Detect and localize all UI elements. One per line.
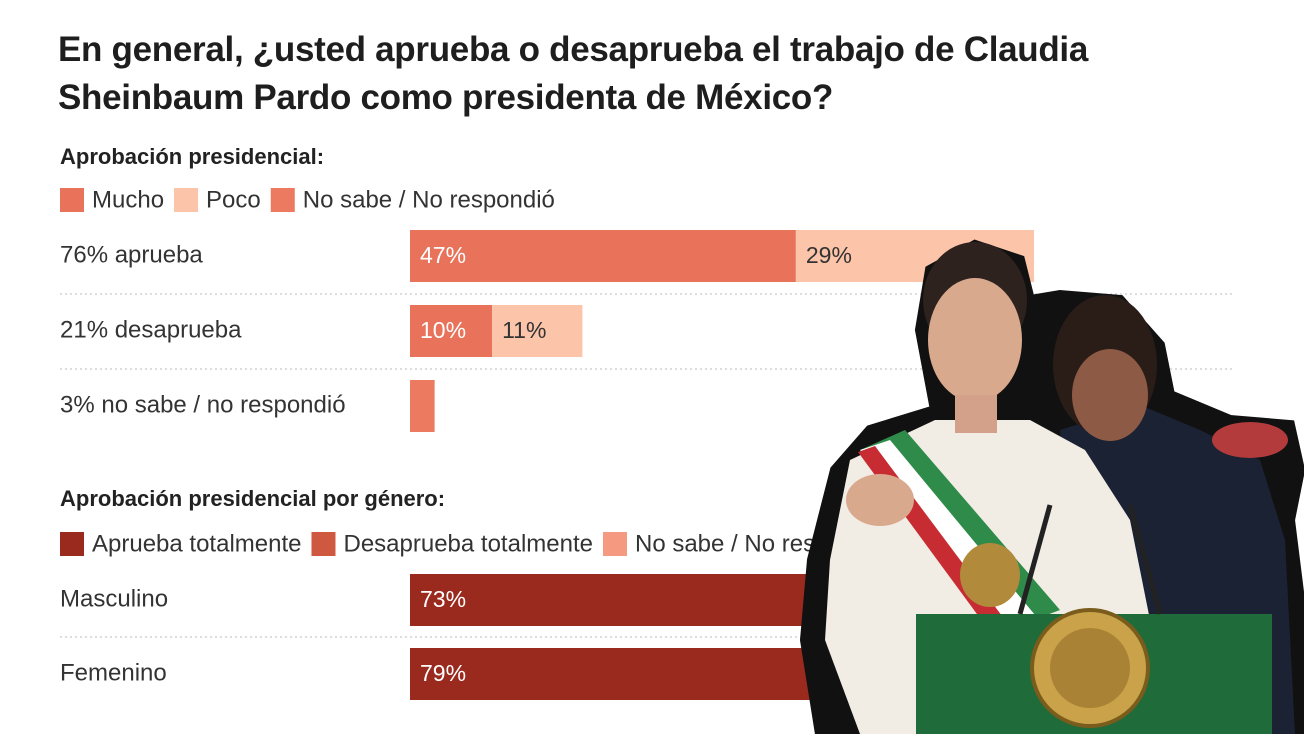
value-label: 29% (806, 242, 852, 268)
legend-label: Desaprueba totalmente (343, 530, 593, 557)
microphone (1127, 504, 1163, 615)
seal-center (1050, 628, 1130, 708)
legend-swatch (60, 532, 84, 556)
sash-emblem (960, 543, 1020, 607)
soldier-face (1072, 349, 1148, 441)
bar-segment (410, 305, 493, 357)
legend-swatch (602, 532, 627, 556)
category-label: 21% desaprueba (60, 316, 242, 343)
value-label: 47% (420, 242, 466, 268)
legend-swatch (60, 188, 84, 212)
category-label: 76% aprueba (60, 241, 203, 268)
bar-segment (492, 305, 583, 357)
legend-label: No sabe / No respondió (303, 186, 555, 213)
chart-subtitle: Aprobación presidencial: (60, 144, 324, 169)
legend-label: Mucho (92, 186, 164, 213)
value-label: 79% (420, 660, 466, 686)
legend-swatch (174, 188, 199, 212)
hand (846, 474, 914, 526)
category-label: 3% no sabe / no respondió (60, 391, 346, 418)
category-label: Masculino (60, 585, 168, 612)
legend-swatch (270, 188, 295, 212)
face (928, 278, 1022, 402)
chart-subtitle: Aprobación presidencial por género: (60, 486, 445, 511)
legend-label: Poco (206, 186, 261, 213)
chart-title: En general, ¿usted aprueba o desaprueba … (58, 30, 1089, 117)
epaulette (1212, 422, 1288, 458)
photo-overlay (799, 239, 1304, 734)
category-label: Femenino (60, 659, 167, 686)
bar-segment (410, 380, 435, 432)
bar-segment (410, 230, 796, 282)
microphone (1017, 504, 1053, 615)
value-label: 10% (420, 317, 466, 343)
value-label: 11% (502, 317, 546, 343)
value-label: 73% (420, 586, 466, 612)
neck (955, 395, 997, 433)
legend-label: Aprueba totalmente (92, 530, 301, 557)
legend-swatch (311, 532, 336, 556)
